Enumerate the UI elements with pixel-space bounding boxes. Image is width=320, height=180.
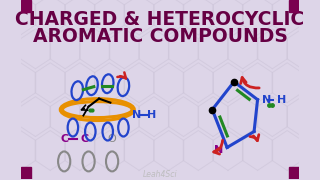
Text: H: H — [147, 110, 156, 120]
Text: N: N — [132, 110, 141, 120]
Text: C: C — [80, 134, 88, 145]
Bar — [289, 167, 300, 179]
Bar — [289, 0, 300, 12]
Bar — [20, 167, 31, 179]
Text: H: H — [277, 95, 286, 105]
Text: N: N — [262, 95, 271, 105]
Text: Leah4Sci: Leah4Sci — [143, 170, 177, 179]
Text: CHARGED & HETEROCYCLIC: CHARGED & HETEROCYCLIC — [15, 10, 305, 29]
Text: AROMATIC COMPOUNDS: AROMATIC COMPOUNDS — [33, 27, 287, 46]
Text: N: N — [214, 145, 224, 156]
Bar — [20, 0, 31, 12]
Text: O: O — [108, 134, 116, 145]
Text: C: C — [60, 134, 68, 145]
